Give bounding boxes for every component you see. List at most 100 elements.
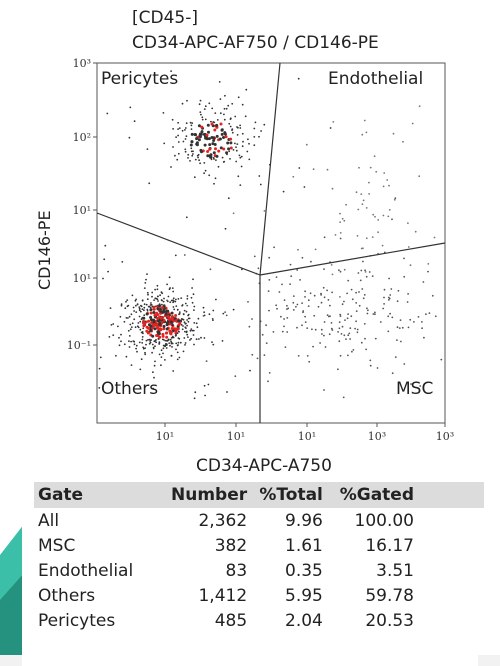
scatter-point xyxy=(197,317,200,320)
scatter-point xyxy=(193,397,196,400)
scatter-point xyxy=(151,351,154,354)
gate-label-endothelial: Endothelial xyxy=(328,69,423,89)
cell-gate: Endothelial xyxy=(38,560,134,581)
scatter-point xyxy=(383,172,386,174)
scatter-point xyxy=(184,150,187,153)
scatter-point xyxy=(140,305,143,308)
cell-total: 1.61 xyxy=(285,535,323,556)
scatter-point xyxy=(368,271,371,273)
scatter-point xyxy=(198,159,201,162)
scatter-point xyxy=(347,334,350,337)
scatter-point xyxy=(151,291,154,294)
scatter-point xyxy=(172,127,175,130)
scatter-point xyxy=(150,339,153,341)
scatter-point xyxy=(369,364,372,367)
scatter-point xyxy=(248,158,251,161)
scatter-point xyxy=(296,269,299,271)
scatter-point xyxy=(166,283,169,286)
scatter-point xyxy=(203,162,206,164)
scatter-point xyxy=(123,343,126,346)
scatter-point xyxy=(241,145,244,148)
scatter-point xyxy=(226,391,228,393)
scatter-point xyxy=(152,318,156,322)
scatter-point xyxy=(146,308,149,311)
scatter-point xyxy=(142,332,144,335)
scatter-point xyxy=(218,81,221,83)
scatter-point xyxy=(190,128,193,131)
scatter-point xyxy=(135,298,137,301)
scatter-point xyxy=(383,288,386,291)
scatter-point xyxy=(142,347,145,350)
scatter-point xyxy=(341,325,344,328)
scatter-point xyxy=(219,112,222,115)
scatter-point xyxy=(377,231,379,234)
scatter-point xyxy=(191,329,194,332)
scatter-point xyxy=(433,236,436,239)
scatter-point xyxy=(175,348,177,351)
scatter-point xyxy=(440,358,443,361)
scatter-point xyxy=(227,197,230,200)
scatter-point xyxy=(286,331,289,333)
x-axis-label: CD34-APC-A750 xyxy=(196,456,332,476)
scatter-point xyxy=(192,334,195,336)
scatter-point xyxy=(347,354,349,357)
header-total: %Total xyxy=(251,482,327,508)
scatter-point xyxy=(153,313,157,317)
scatter-point xyxy=(313,294,316,297)
scatter-point xyxy=(407,222,409,225)
scatter-point xyxy=(358,291,360,293)
scatter-point xyxy=(204,105,207,108)
scatter-point xyxy=(203,337,206,339)
scatter-point xyxy=(306,355,309,357)
scatter-point xyxy=(154,345,156,348)
scatter-point xyxy=(181,328,184,331)
scatter-point xyxy=(194,158,197,161)
scatter-point xyxy=(329,127,332,129)
scatter-point xyxy=(130,340,132,343)
scatter-point xyxy=(382,214,385,217)
scatter-point xyxy=(390,288,393,290)
scatter-point xyxy=(272,331,275,333)
scatter-point xyxy=(394,197,397,200)
scatter-point xyxy=(208,143,212,147)
scatter-point xyxy=(148,182,151,185)
scatter-point xyxy=(185,310,188,313)
scatter-point xyxy=(355,320,357,323)
scatter-point xyxy=(212,136,216,140)
scatter-point xyxy=(121,261,124,263)
scatter-point xyxy=(210,122,214,126)
scatter-point xyxy=(165,327,169,331)
scatter-point xyxy=(170,70,173,72)
cell-number: 1,412 xyxy=(198,585,248,606)
scatter-point xyxy=(213,128,217,132)
scatter-point xyxy=(249,369,251,372)
scatter-point xyxy=(178,356,181,359)
scatter-point xyxy=(374,215,376,218)
scatter-point xyxy=(145,303,148,306)
scatter-point xyxy=(157,300,159,302)
table-row: All 2,362 9.96 100.00 xyxy=(34,508,484,533)
scatter-point xyxy=(399,319,402,321)
scatter-point xyxy=(338,340,341,343)
header-gated: %Gated xyxy=(326,482,484,508)
scatter-point xyxy=(319,342,321,344)
scatter-point xyxy=(268,309,270,312)
scatter-point xyxy=(314,248,317,251)
scatter-point xyxy=(175,333,177,336)
cell-gated: 3.51 xyxy=(376,560,414,581)
scatter-point xyxy=(409,264,412,267)
scatter-point xyxy=(292,295,295,297)
scatter-point xyxy=(162,318,166,322)
scatter-point xyxy=(187,320,190,323)
scatter-point xyxy=(198,134,202,138)
scatter-point xyxy=(237,126,239,129)
scatter-point xyxy=(194,133,198,137)
scatter-point xyxy=(123,320,126,323)
scatter-point xyxy=(351,298,354,301)
scatter-point xyxy=(407,246,410,248)
scatter-point xyxy=(184,330,186,333)
cell-number: 382 xyxy=(214,535,248,556)
scatter-point xyxy=(191,122,194,124)
scatter-point xyxy=(137,322,140,324)
scatter-point xyxy=(235,160,238,163)
